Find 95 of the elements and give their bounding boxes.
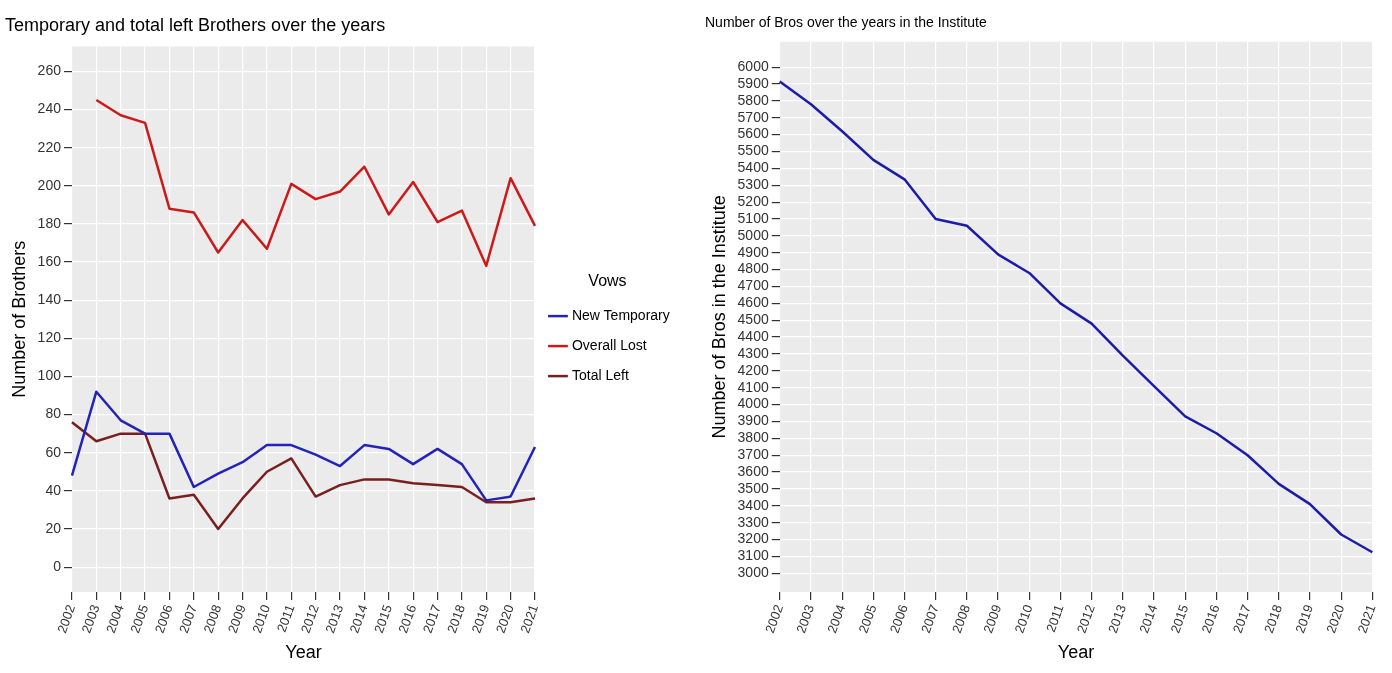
x-tick-label: 2007 — [176, 602, 200, 635]
y-tick-label: 3300 — [737, 513, 769, 530]
x-tick-label: 2005 — [127, 602, 152, 635]
y-tick-label: 120 — [37, 329, 62, 346]
y-tick-label: 100 — [37, 367, 62, 384]
y-tick-label: 0 — [53, 557, 62, 574]
x-tick-label: 2013 — [1105, 602, 1130, 635]
x-tick-label: 2015 — [370, 602, 395, 635]
y-tick-label: 180 — [37, 214, 62, 231]
x-tick-label: 2003 — [78, 602, 103, 635]
y-tick-label: 5200 — [737, 192, 769, 209]
x-tick-label: 2015 — [1167, 602, 1192, 635]
x-tick-label: 2020 — [492, 602, 517, 635]
y-tick-label: 20 — [45, 519, 62, 536]
y-tick-label: 3600 — [737, 462, 769, 479]
x-tick-label: 2002 — [761, 602, 786, 635]
x-tick-label: 2014 — [346, 602, 371, 635]
y-tick-label: 3200 — [737, 530, 769, 547]
x-tick-label: 2017 — [1229, 602, 1254, 635]
y-tick-label: 5000 — [737, 226, 769, 243]
x-tick-label: 2016 — [1198, 602, 1223, 635]
legend-label: Total Left — [571, 366, 629, 383]
y-tick-label: 5100 — [737, 209, 769, 226]
x-tick-label: 2011 — [273, 602, 298, 635]
y-tick-label: 3100 — [737, 547, 769, 564]
x-tick-label: 2009 — [980, 602, 1005, 635]
x-tick-label: 2008 — [949, 602, 974, 635]
x-tick-label: 2012 — [1073, 602, 1098, 635]
x-tick-label: 2010 — [1011, 602, 1036, 635]
y-tick-label: 4700 — [737, 277, 769, 294]
y-tick-label: 4400 — [737, 327, 769, 344]
x-tick-label: 2004 — [824, 602, 849, 635]
x-tick-label: 2011 — [1042, 602, 1067, 635]
x-axis-title: Year — [1057, 642, 1095, 663]
x-tick-label: 2017 — [419, 602, 444, 635]
x-tick-label: 2019 — [468, 602, 493, 635]
y-tick-label: 3900 — [737, 412, 769, 429]
y-tick-label: 3500 — [737, 479, 769, 496]
x-tick-label: 2021 — [1354, 602, 1379, 635]
x-tick-label: 2020 — [1323, 602, 1348, 635]
x-tick-label: 2013 — [322, 602, 347, 635]
y-tick-label: 160 — [37, 252, 62, 269]
x-tick-label: 2003 — [793, 602, 818, 635]
x-tick-label: 2018 — [444, 602, 469, 635]
x-tick-label: 2007 — [917, 602, 942, 635]
y-tick-label: 3000 — [737, 564, 769, 581]
y-tick-label: 6000 — [737, 57, 769, 74]
x-tick-label: 2004 — [102, 602, 127, 635]
legend-title: Vows — [588, 272, 627, 290]
y-axis-title: Number of Brothers — [8, 240, 29, 398]
y-tick-label: 5500 — [737, 142, 769, 159]
x-tick-label: 2008 — [200, 602, 225, 635]
y-tick-label: 200 — [37, 176, 62, 193]
chart-title: Temporary and total left Brothers over the years — [5, 14, 386, 35]
y-tick-label: 4000 — [737, 395, 769, 412]
x-tick-label: 2006 — [886, 602, 911, 635]
y-tick-label: 4100 — [737, 378, 769, 395]
x-tick-label: 2010 — [249, 602, 274, 635]
x-tick-label: 2006 — [151, 602, 176, 635]
y-tick-label: 3800 — [737, 429, 769, 446]
y-tick-label: 60 — [45, 443, 62, 460]
y-tick-label: 3400 — [737, 496, 769, 513]
y-tick-label: 5600 — [737, 125, 769, 142]
y-tick-label: 5800 — [737, 91, 769, 108]
x-tick-label: 2009 — [224, 602, 249, 635]
y-tick-label: 40 — [45, 481, 62, 498]
x-tick-label: 2012 — [297, 602, 322, 635]
x-tick-label: 2014 — [1136, 602, 1161, 635]
y-tick-label: 4900 — [737, 243, 769, 260]
y-tick-label: 5900 — [737, 74, 769, 91]
y-tick-label: 80 — [45, 405, 62, 422]
y-tick-label: 4800 — [737, 260, 769, 277]
y-tick-label: 5400 — [737, 159, 769, 176]
y-tick-label: 4500 — [737, 311, 769, 328]
y-tick-label: 3700 — [737, 446, 769, 463]
x-tick-label: 2002 — [54, 602, 79, 635]
y-tick-label: 5300 — [737, 176, 769, 193]
legend-label: Overall Lost — [571, 336, 647, 353]
y-tick-label: 220 — [37, 138, 62, 155]
x-tick-label: 2019 — [1292, 602, 1317, 635]
y-tick-label: 260 — [37, 62, 62, 79]
y-tick-label: 4600 — [737, 294, 769, 311]
y-tick-label: 5700 — [737, 108, 769, 125]
y-axis-title: Number of Bros in the Institute — [708, 195, 729, 439]
chart-title: Number of Bros over the years in the Institute — [705, 14, 987, 31]
x-tick-label: 2021 — [517, 602, 542, 635]
x-tick-label: 2016 — [395, 602, 420, 635]
x-tick-label: 2018 — [1260, 602, 1285, 635]
y-tick-label: 4200 — [737, 361, 769, 378]
y-tick-label: 4300 — [737, 344, 769, 361]
y-tick-label: 240 — [37, 100, 62, 117]
x-axis-title: Year — [285, 642, 322, 663]
legend-label: New Temporary — [571, 306, 670, 323]
x-tick-label: 2005 — [855, 602, 880, 635]
y-tick-label: 140 — [37, 291, 62, 308]
